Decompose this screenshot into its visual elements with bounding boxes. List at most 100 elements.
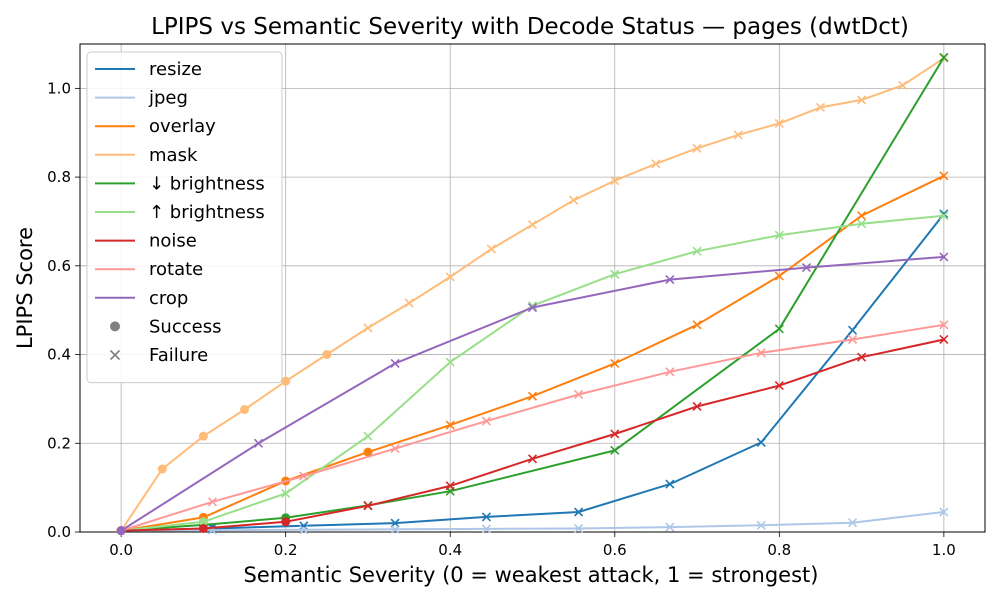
x-tick-label: 0.0 <box>109 541 133 559</box>
success-point <box>116 526 126 536</box>
success-point <box>281 517 291 527</box>
legend-label: ↑ brightness <box>149 202 265 223</box>
failure-point <box>481 524 491 534</box>
legend-label: Success <box>149 316 221 337</box>
failure-point <box>857 219 867 229</box>
failure-point <box>390 524 400 534</box>
failure-point <box>527 391 538 401</box>
failure-point <box>756 520 766 530</box>
failure-point <box>299 525 309 535</box>
legend-label: mask <box>149 145 198 166</box>
failure-point <box>939 320 949 330</box>
series-line <box>121 56 945 532</box>
failure-point <box>610 358 620 368</box>
y-axis-title: LPIPS Score <box>13 227 37 349</box>
series-8 <box>116 320 949 536</box>
x-tick-label: 0.8 <box>767 541 791 559</box>
failure-point <box>481 416 491 426</box>
legend-box <box>86 51 283 384</box>
success-point <box>198 431 208 441</box>
failure-point <box>486 244 496 254</box>
failure-point <box>665 367 675 377</box>
legend-label: jpeg <box>148 88 188 109</box>
failure-point <box>733 130 743 140</box>
failure-point <box>939 252 949 262</box>
failure-point <box>404 298 414 308</box>
y-tick-label: 0.8 <box>47 168 71 186</box>
success-marker-icon <box>110 321 120 332</box>
success-point <box>240 405 250 415</box>
failure-point <box>569 195 579 205</box>
success-point <box>198 517 208 527</box>
legend-label: crop <box>149 288 188 309</box>
failure-point <box>939 171 949 181</box>
failure-point <box>665 522 675 532</box>
failure-point <box>651 159 661 169</box>
failure-point <box>857 211 867 221</box>
series-line <box>120 323 945 532</box>
failure-point <box>857 352 867 362</box>
x-tick-label: 1.0 <box>932 541 956 559</box>
failure-point <box>481 512 491 522</box>
success-point <box>363 447 373 457</box>
failure-point <box>692 143 702 153</box>
x-tick-label: 0.4 <box>438 541 462 559</box>
failure-point <box>574 389 584 400</box>
axes: 0.0 0.2 0.4 0.6 0.8 1.0 0.0 0.2 0.4 0.6 0.8 1.0 <box>47 43 986 559</box>
x-tick-label: 0.6 <box>603 541 627 559</box>
x-axis-title: Semantic Severity (0 = weakest attack, 1… <box>244 563 819 587</box>
failure-point <box>253 438 264 448</box>
success-point <box>322 350 332 360</box>
legend-label: Failure <box>149 345 208 366</box>
plot-frame <box>79 43 986 533</box>
failure-point <box>445 481 455 491</box>
failure-point <box>445 357 455 367</box>
failure-point <box>774 381 784 391</box>
failure-point <box>847 334 858 345</box>
y-tick-label: 0.6 <box>47 257 71 275</box>
failure-point <box>801 263 812 273</box>
failure-point <box>774 230 784 240</box>
failure-point <box>445 420 455 430</box>
y-tick-label: 0.4 <box>47 346 71 364</box>
x-tick-label: 0.2 <box>274 541 298 559</box>
series-line <box>121 511 945 532</box>
chart-title: LPIPS vs Semantic Severity with Decode S… <box>151 14 909 40</box>
failure-point <box>774 118 784 128</box>
failure-point <box>574 523 584 534</box>
failure-point <box>610 429 620 439</box>
failure-point <box>527 219 538 230</box>
series-6 <box>116 211 949 536</box>
failure-point <box>692 246 702 256</box>
failure-point <box>363 501 373 511</box>
failure-point <box>847 325 858 335</box>
failure-point <box>527 454 538 464</box>
y-tick-label: 0.0 <box>47 523 71 541</box>
failure-point <box>281 488 291 498</box>
success-point <box>198 523 208 533</box>
failure-point <box>815 102 826 113</box>
legend-label: overlay <box>149 116 216 137</box>
failure-point <box>939 211 949 221</box>
failure-point <box>207 497 218 507</box>
failure-point <box>299 521 309 531</box>
failure-marker-icon <box>109 349 121 361</box>
failure-point <box>527 302 538 313</box>
failure-point <box>665 479 675 489</box>
failure-point <box>939 334 949 345</box>
failure-point <box>445 272 455 282</box>
legend-label: ↓ brightness <box>149 173 265 194</box>
failure-point <box>390 358 400 368</box>
failure-point <box>363 431 373 441</box>
failure-point <box>574 507 584 517</box>
failure-point <box>665 275 675 285</box>
failure-point <box>692 401 702 412</box>
failure-point <box>756 348 766 358</box>
failure-point <box>774 271 784 281</box>
failure-point <box>898 80 908 90</box>
failure-point <box>939 507 949 517</box>
failure-point <box>939 52 949 62</box>
y-tick-label: 0.2 <box>47 434 71 452</box>
failure-point <box>363 323 373 333</box>
